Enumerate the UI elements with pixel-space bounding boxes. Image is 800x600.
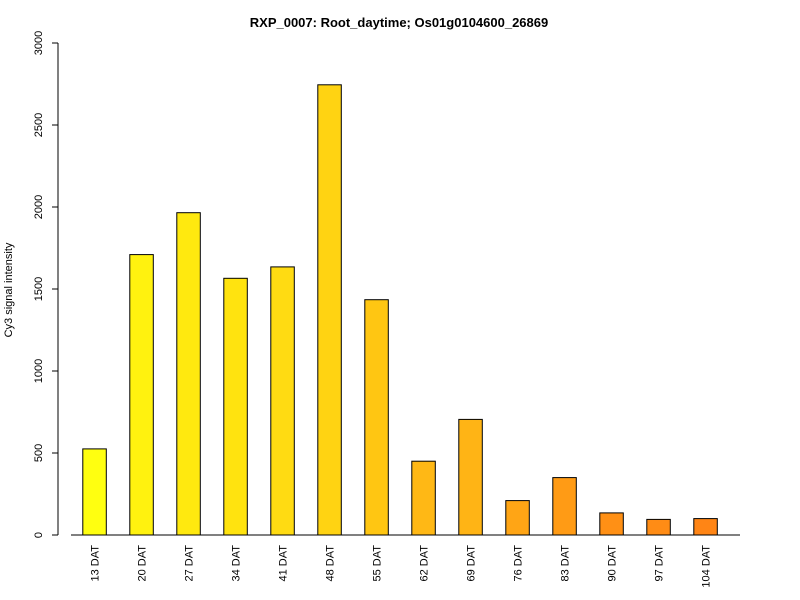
x-tick-label: 13 DAT — [90, 545, 102, 582]
bar-83-dat — [552, 477, 577, 536]
y-tick-label: 3000 — [33, 31, 45, 55]
bar-41-dat — [270, 266, 295, 536]
x-tick-label: 62 DAT — [419, 545, 431, 582]
x-tick-label: 90 DAT — [607, 545, 619, 582]
y-axis-label: Cy3 signal intensity — [3, 242, 15, 337]
x-tick-label: 76 DAT — [513, 545, 525, 582]
bar-69-dat — [458, 418, 483, 536]
bar-90-dat — [599, 512, 624, 536]
chart-title: RXP_0007: Root_daytime; Os01g0104600_268… — [250, 15, 548, 30]
x-tick-label: 20 DAT — [137, 545, 149, 582]
x-tick-label: 97 DAT — [654, 545, 666, 582]
y-tick-label: 0 — [33, 532, 45, 538]
x-tick-label: 55 DAT — [372, 545, 384, 582]
y-axis: 0 500 1000 1500 2000 2500 3000 — [33, 31, 59, 538]
x-tick-label: 48 DAT — [325, 545, 337, 582]
bar-13-dat — [82, 448, 107, 536]
y-tick-label: 2500 — [33, 113, 45, 137]
bars-group — [82, 84, 718, 536]
bar-55-dat — [364, 299, 389, 536]
bar-27-dat — [176, 212, 201, 536]
y-tick-label: 500 — [33, 444, 45, 462]
bar-48-dat — [317, 84, 342, 536]
x-tick-label: 34 DAT — [231, 545, 243, 582]
x-tick-label: 104 DAT — [701, 545, 713, 588]
bar-20-dat — [129, 254, 154, 536]
y-tick-label: 1000 — [33, 359, 45, 383]
y-tick-label: 2000 — [33, 195, 45, 219]
x-tick-label: 69 DAT — [466, 545, 478, 582]
x-tick-label: 27 DAT — [184, 545, 196, 582]
bar-104-dat — [693, 518, 718, 536]
x-tick-label: 41 DAT — [278, 545, 290, 582]
y-tick-label: 1500 — [33, 277, 45, 301]
x-tick-label: 83 DAT — [560, 545, 572, 582]
bar-97-dat — [646, 518, 671, 536]
bar-62-dat — [411, 460, 436, 536]
x-axis: 13 DAT 20 DAT 27 DAT 34 DAT 41 DAT 48 DAT 55 D… — [71, 534, 740, 588]
bar-34-dat — [223, 277, 248, 536]
bar-76-dat — [505, 500, 530, 536]
